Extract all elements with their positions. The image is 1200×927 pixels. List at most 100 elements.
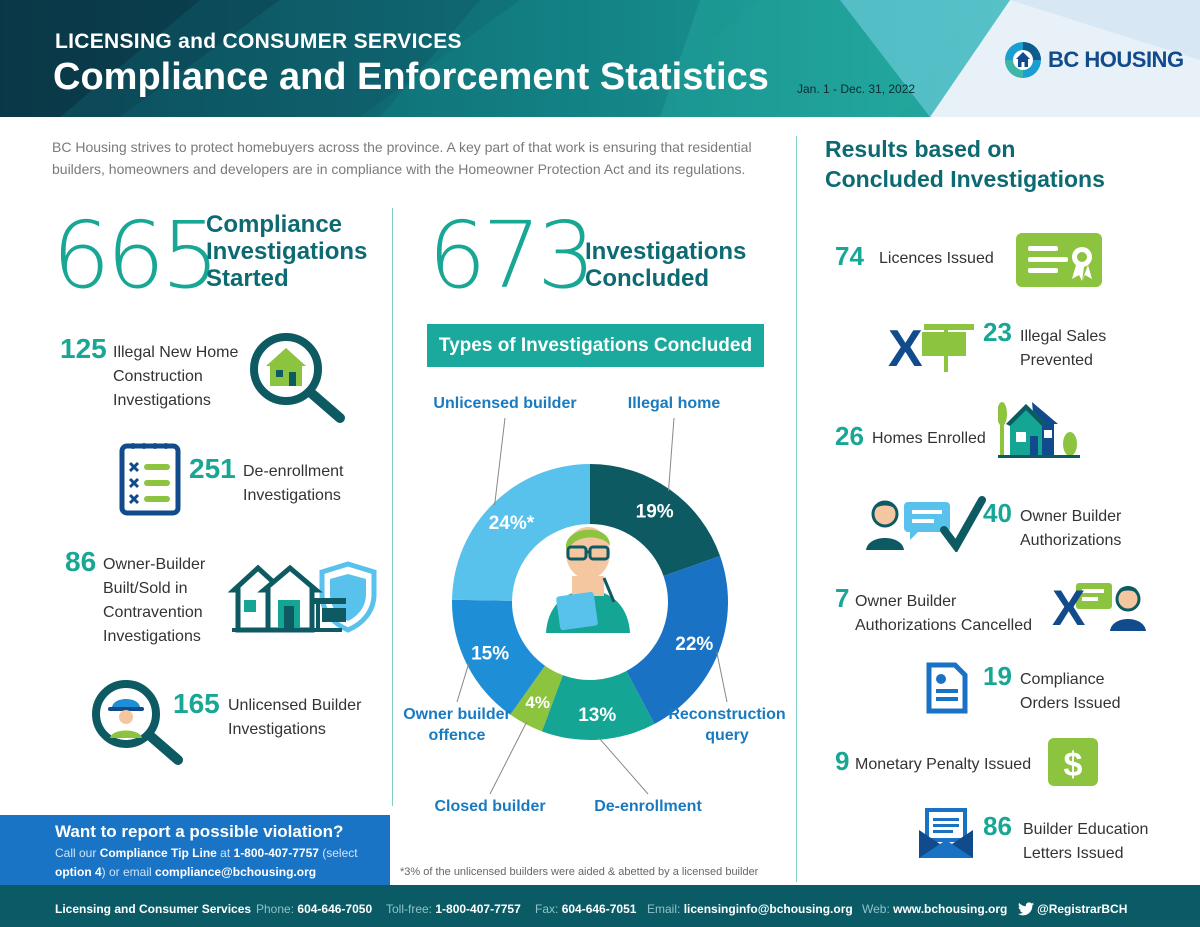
stat-label-line: Owner-Builder bbox=[103, 556, 206, 573]
stat-label-line: Construction bbox=[113, 368, 203, 385]
footer-bar bbox=[0, 885, 1200, 927]
result-number: 19 bbox=[983, 661, 1012, 691]
stat-label: De-enrollment Investigations bbox=[243, 460, 343, 508]
envelope-icon bbox=[919, 808, 973, 858]
email-link[interactable]: licensinginfo@bchousing.org bbox=[683, 902, 853, 916]
concluded-number: 673 bbox=[428, 202, 596, 309]
concluded-label-line: Investigations bbox=[585, 238, 747, 265]
footer-twitter: @RegistrarBCH bbox=[1037, 902, 1127, 916]
result-label-line: Illegal Sales bbox=[1020, 328, 1107, 345]
donut-slice bbox=[452, 464, 590, 601]
homes-icon bbox=[998, 402, 1080, 458]
donut-slice bbox=[510, 665, 563, 732]
report-text-part: at bbox=[216, 846, 234, 860]
checklist-icon bbox=[119, 443, 181, 516]
result-label: Homes Enrolled bbox=[872, 430, 986, 447]
result-label-line: Owner Builder bbox=[855, 593, 957, 610]
investigator-icon bbox=[546, 527, 630, 633]
slice-value-label: 19% bbox=[636, 502, 674, 523]
stat-number: 125 bbox=[60, 333, 107, 364]
stat-label: Illegal New Home Construction Investigat… bbox=[113, 341, 238, 413]
slice-value-label: 4% bbox=[525, 693, 550, 712]
phone-link[interactable]: 604-646-7050 bbox=[297, 902, 373, 916]
slice-value-label: 22% bbox=[675, 634, 713, 655]
annotation-leader-line bbox=[598, 737, 649, 795]
tollfree-link[interactable]: 1-800-407-7757 bbox=[435, 902, 521, 916]
svg-text:X: X bbox=[888, 320, 923, 374]
tip-line-phone[interactable]: 1-800-407-7757 bbox=[233, 846, 319, 860]
footer-email: Email: licensinginfo@bchousing.org bbox=[647, 902, 853, 916]
result-label-line: Orders Issued bbox=[1020, 695, 1121, 712]
header-subtitle: LICENSING and CONSUMER SERVICES bbox=[55, 30, 462, 53]
footer-tollfree: Toll-free: 1-800-407-7757 bbox=[386, 902, 521, 916]
result-number: 23 bbox=[983, 317, 1012, 347]
annotation-leader-line bbox=[456, 663, 470, 703]
donut-slice bbox=[626, 555, 728, 725]
logo-text: BC HOUSING bbox=[1048, 47, 1184, 72]
slice-annotation: offence bbox=[429, 727, 486, 744]
certificate-icon bbox=[1016, 233, 1102, 287]
concluded-label: Investigations Concluded bbox=[585, 238, 746, 292]
column-divider-right bbox=[796, 136, 797, 882]
result-label-line: Builder Education bbox=[1023, 821, 1149, 838]
results-title-line: Concluded Investigations bbox=[825, 166, 1105, 192]
result-number: 9 bbox=[835, 746, 850, 776]
footer-org-name: Licensing and Consumer Services bbox=[55, 902, 252, 916]
result-label: Illegal Sales Prevented bbox=[1020, 325, 1106, 373]
annotation-leader-line bbox=[489, 722, 527, 795]
donut-slice bbox=[452, 599, 545, 715]
slice-annotation: query bbox=[705, 727, 749, 744]
result-number: 40 bbox=[983, 498, 1012, 528]
results-title-line: Results based on bbox=[825, 136, 1016, 162]
slice-annotation: Closed builder bbox=[434, 798, 545, 815]
slice-annotation: Illegal home bbox=[628, 395, 721, 412]
result-label-line: Prevented bbox=[1020, 352, 1093, 369]
magnifier-house-icon bbox=[250, 333, 345, 423]
stat-label-line: Built/Sold in bbox=[103, 580, 188, 597]
stat-label-line: De-enrollment bbox=[243, 463, 344, 480]
annotation-leader-line bbox=[716, 651, 728, 703]
stat-label: Owner-Builder Built/Sold in Contraventio… bbox=[103, 553, 205, 649]
annotation-leader-line bbox=[494, 417, 506, 506]
slice-annotation: Unlicensed builder bbox=[433, 395, 576, 412]
twitter-handle-link[interactable]: @RegistrarBCH bbox=[1037, 902, 1128, 916]
slice-annotation: Owner builder bbox=[403, 706, 511, 723]
footer-phone: Phone: 604-646-7050 bbox=[256, 902, 372, 916]
footer-fax: Fax: 604-646-7051 bbox=[535, 902, 636, 916]
chart-title: Types of Investigations Concluded bbox=[427, 324, 764, 367]
started-number: 665 bbox=[52, 202, 220, 309]
twitter-icon[interactable] bbox=[1018, 902, 1034, 916]
date-range: Jan. 1 - Dec. 31, 2022 bbox=[797, 82, 916, 96]
footer-org: Licensing and Consumer Services bbox=[55, 902, 251, 916]
annotation-leader-line bbox=[668, 417, 675, 491]
website-link[interactable]: www.bchousing.org bbox=[893, 902, 1008, 916]
result-label-line: Authorizations bbox=[1020, 532, 1122, 549]
result-label: Monetary Penalty Issued bbox=[855, 756, 1032, 773]
report-text-part: Call our bbox=[55, 846, 100, 860]
svg-text:$: $ bbox=[1064, 746, 1083, 784]
stat-label-line: Illegal New Home bbox=[113, 344, 239, 361]
stat-label-line: Investigations bbox=[103, 628, 201, 645]
sign-x-icon: X bbox=[888, 320, 974, 374]
report-title: Want to report a possible violation? bbox=[55, 822, 344, 841]
bc-housing-logo-icon bbox=[1005, 42, 1041, 78]
footer-label: Web: bbox=[862, 902, 890, 916]
donut-slice bbox=[541, 670, 655, 740]
stat-number: 165 bbox=[173, 688, 220, 719]
person-check-icon bbox=[866, 496, 986, 552]
footer-label: Phone: bbox=[256, 902, 295, 916]
started-label-line: Investigations bbox=[206, 238, 368, 265]
chart-footnote: *3% of the unlicensed builders were aide… bbox=[400, 866, 759, 878]
footer-label: Email: bbox=[647, 902, 681, 916]
compliance-email-link[interactable]: compliance@bchousing.org bbox=[155, 865, 317, 879]
result-label: Licences Issued bbox=[879, 250, 994, 267]
person-x-icon: X bbox=[1052, 580, 1146, 631]
result-label-line: Authorizations Cancelled bbox=[855, 617, 1032, 634]
stat-number: 86 bbox=[65, 546, 97, 577]
houses-shield-icon bbox=[228, 561, 377, 633]
result-label: Owner Builder Authorizations bbox=[1020, 505, 1121, 553]
fax-number: 604-646-7051 bbox=[561, 902, 637, 916]
document-icon bbox=[926, 662, 968, 714]
report-violation-box bbox=[0, 815, 390, 885]
stat-label-line: Unlicensed Builder bbox=[228, 697, 362, 714]
